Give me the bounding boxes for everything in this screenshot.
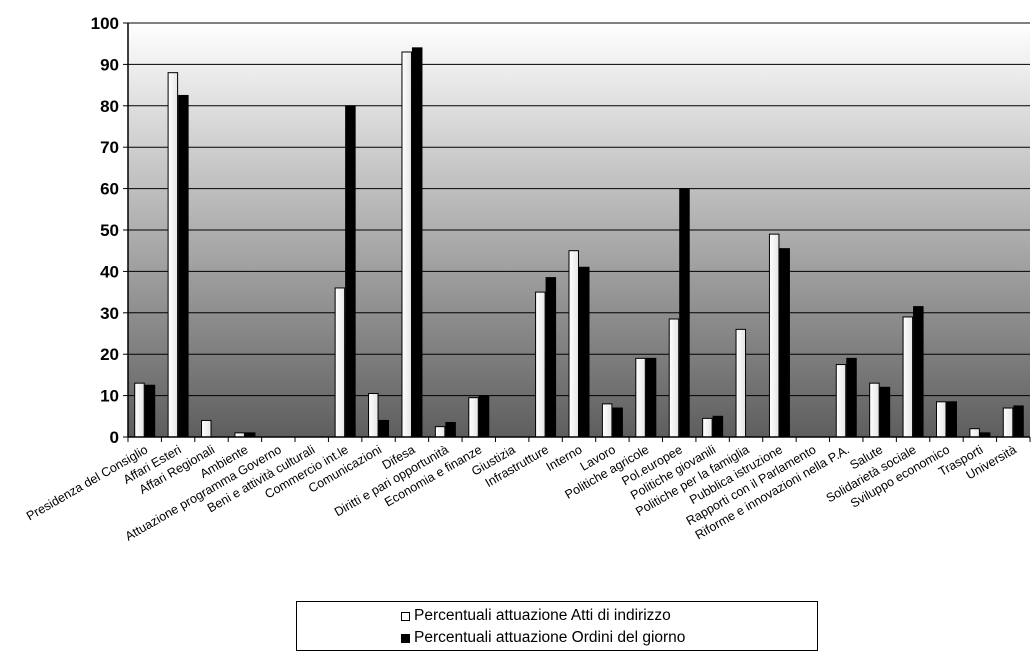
bar-atti <box>468 397 479 438</box>
bar-ordini <box>144 384 156 438</box>
bar-atti <box>935 401 947 438</box>
legend: Percentuali attuazione Atti di indirizzo… <box>296 601 818 651</box>
y-tick-label: 100 <box>91 14 119 33</box>
y-tick-label: 10 <box>100 387 119 406</box>
bar-ordini <box>846 357 857 438</box>
legend-item-ordini: Percentuali attuazione Ordini del giorno <box>297 627 817 649</box>
bar-atti <box>869 382 880 438</box>
legend-label-atti: Percentuali attuazione Atti di indirizzo <box>414 607 671 624</box>
bar-ordini <box>478 395 490 438</box>
y-tick-label: 30 <box>100 304 119 323</box>
y-tick-label: 0 <box>110 428 119 447</box>
bar-ordini <box>1013 405 1024 438</box>
bar-ordini <box>679 188 690 438</box>
bar-atti <box>401 51 412 438</box>
axes <box>123 22 1031 442</box>
bar-atti <box>201 419 212 438</box>
bar-atti <box>167 72 179 438</box>
bar-atti <box>368 393 379 438</box>
category-label: Interno <box>544 442 585 474</box>
bar-atti <box>134 382 145 438</box>
bar-atti <box>969 428 980 438</box>
bar-ordini <box>545 277 557 438</box>
bar-ordini <box>345 105 356 438</box>
bar-ordini <box>879 386 891 438</box>
bar-atti <box>635 357 646 438</box>
bar-atti <box>535 291 546 438</box>
bar-ordini <box>178 94 189 438</box>
bar-ordini <box>913 306 924 438</box>
bar-atti <box>601 403 613 438</box>
bar-atti <box>835 364 847 438</box>
legend-swatch-atti <box>401 611 410 621</box>
bar-atti <box>668 318 680 438</box>
bar-atti <box>334 287 346 438</box>
bar-atti <box>702 417 713 438</box>
y-tick-label: 80 <box>100 97 119 116</box>
bar-ordini <box>645 357 657 438</box>
bar-ordini <box>411 47 423 438</box>
bar-atti <box>434 426 446 438</box>
y-tick-label: 40 <box>100 262 119 281</box>
bar-ordini <box>378 419 390 438</box>
bar-atti <box>1002 407 1014 438</box>
legend-item-atti: Percentuali attuazione Atti di indirizzo <box>297 605 817 627</box>
legend-label-ordini: Percentuali attuazione Ordini del giorno <box>414 629 686 646</box>
bar-ordini <box>712 415 724 438</box>
y-tick-labels: 0 10 20 30 40 50 60 70 80 90 100 <box>91 14 119 447</box>
bar-ordini <box>946 401 957 438</box>
bar-ordini <box>612 407 623 438</box>
y-tick-label: 50 <box>100 221 119 240</box>
bar-atti <box>568 250 579 438</box>
y-tick-label: 70 <box>100 138 119 157</box>
bar-atti <box>902 316 914 438</box>
bars <box>134 47 1024 438</box>
y-tick-label: 60 <box>100 180 119 199</box>
bar-ordini <box>579 266 590 438</box>
legend-swatch-ordini <box>401 633 410 643</box>
y-tick-label: 20 <box>100 345 119 364</box>
bar-atti <box>735 328 747 438</box>
y-tick-label: 90 <box>100 55 119 74</box>
bar-ordini <box>779 248 790 438</box>
bar-atti <box>768 233 780 438</box>
bar-ordini <box>445 422 456 438</box>
